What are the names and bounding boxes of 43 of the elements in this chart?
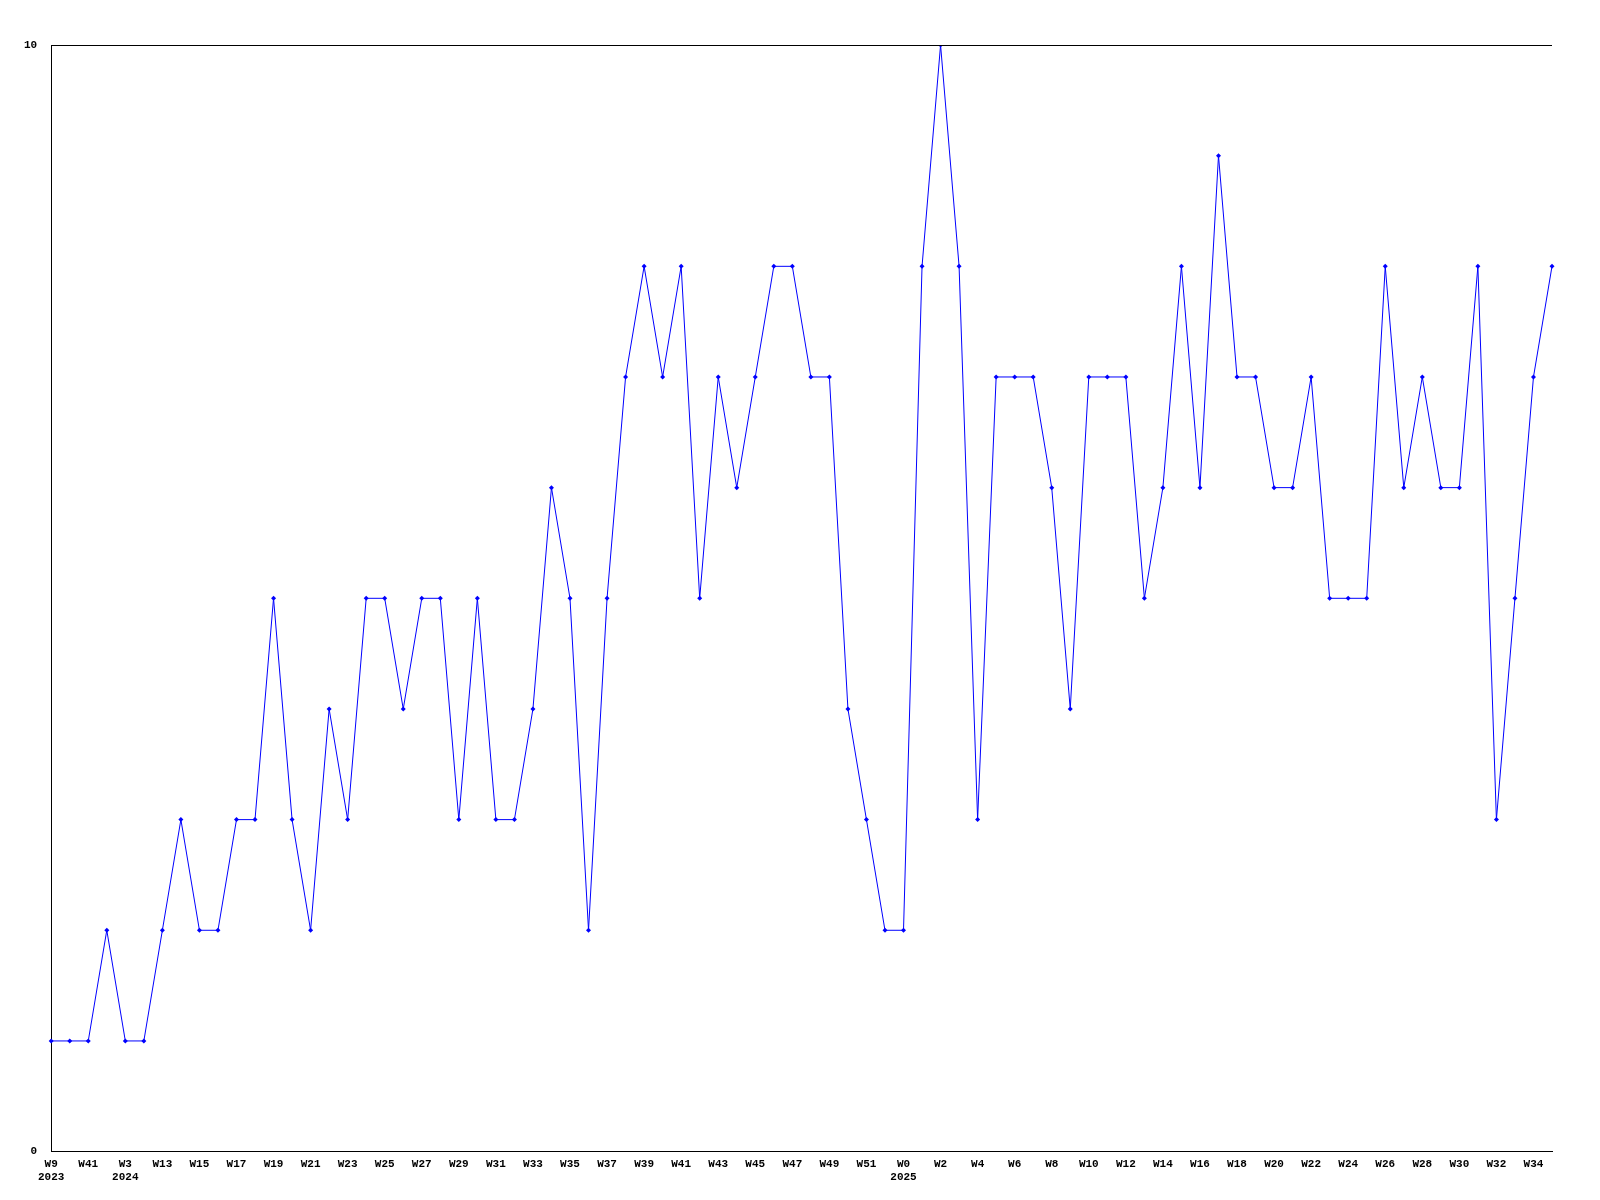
x-tick-label: W2	[933, 1157, 948, 1170]
x-tick-label: W37	[597, 1157, 617, 1170]
x-tick-label: W9 2023	[38, 1157, 65, 1184]
x-tick-label: W43	[708, 1157, 729, 1170]
x-tick-label: W49	[819, 1157, 840, 1170]
x-tick-label: W15	[189, 1157, 210, 1170]
x-tick-label: W30	[1449, 1157, 1470, 1170]
x-tick-label: W14	[1153, 1157, 1174, 1170]
x-tick-label: W22	[1301, 1157, 1322, 1170]
x-tick-label: W17	[226, 1157, 247, 1170]
x-tick-label: W19	[263, 1157, 284, 1170]
x-tick-label: W10	[1078, 1157, 1099, 1170]
x-tick-label: W16	[1190, 1157, 1210, 1170]
x-tick-label: W29	[448, 1157, 469, 1170]
x-tick-label: W45	[745, 1157, 766, 1170]
x-tick-label: W32	[1486, 1157, 1507, 1170]
x-tick-label: W47	[782, 1157, 803, 1170]
y-tick-label: 10	[24, 38, 38, 51]
x-tick-label: W27	[411, 1157, 432, 1170]
x-tick-label: W4	[971, 1157, 985, 1170]
x-tick-label: W41	[671, 1157, 692, 1170]
x-tick-label: W31	[485, 1157, 507, 1170]
x-tick-label: W3 2024	[112, 1157, 139, 1184]
x-tick-label: W12	[1115, 1157, 1136, 1170]
x-tick-label: W20	[1264, 1157, 1284, 1170]
x-tick-label: W8	[1045, 1157, 1059, 1170]
x-tick-label: W6	[1008, 1157, 1022, 1170]
x-tick-label: W28	[1412, 1157, 1433, 1170]
x-tick-label: W25	[374, 1157, 396, 1170]
x-tick-label: W33	[523, 1157, 544, 1170]
x-tick-label: W39	[634, 1157, 655, 1170]
x-tick-label: W13	[152, 1157, 173, 1170]
x-tick-label: W18	[1227, 1157, 1248, 1170]
x-tick-label: W35	[560, 1157, 581, 1170]
x-tick-label: W24	[1338, 1157, 1359, 1170]
x-tick-label: W26	[1375, 1157, 1396, 1170]
y-tick-label: 0	[30, 1145, 38, 1158]
x-tick-label: W34	[1523, 1157, 1544, 1170]
x-tick-label: W41	[78, 1157, 99, 1170]
x-tick-label: W51	[856, 1157, 877, 1170]
x-tick-label: W0 2025	[890, 1157, 918, 1184]
x-tick-label: W21	[300, 1157, 321, 1170]
x-tick-label: W23	[337, 1157, 358, 1170]
